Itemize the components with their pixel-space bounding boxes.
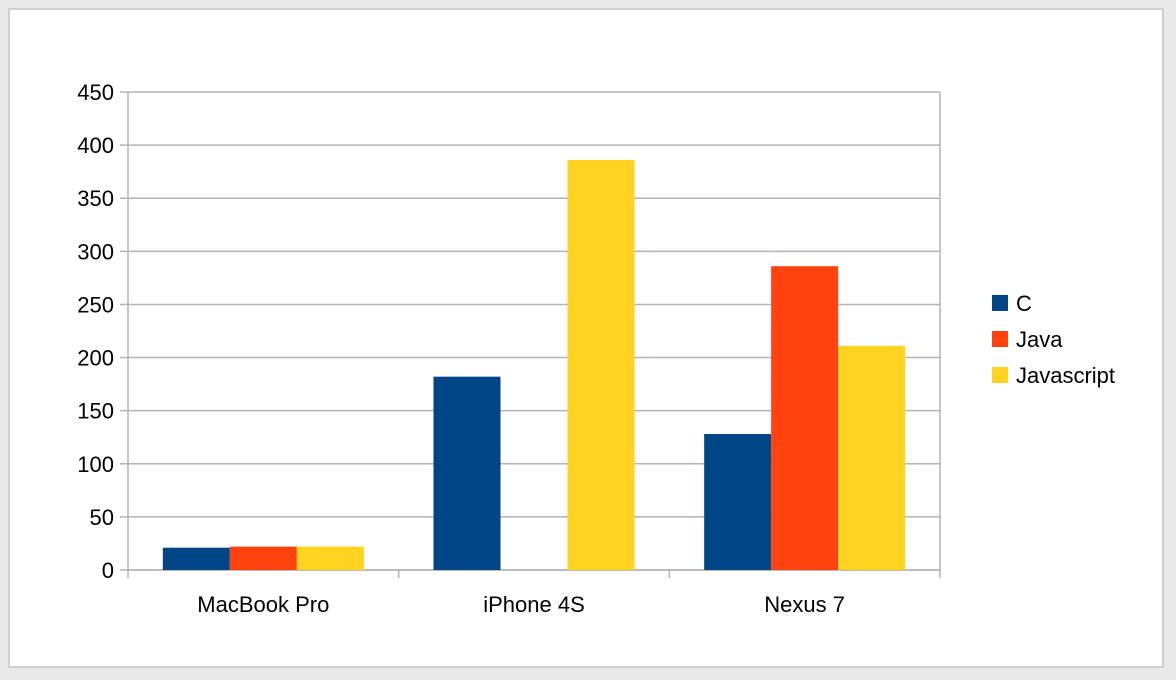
- category-label: Nexus 7: [764, 592, 845, 617]
- legend-swatch-java: [992, 331, 1008, 347]
- legend-swatch-c: [992, 295, 1008, 311]
- y-tick-label: 400: [77, 133, 114, 158]
- legend-label-java: Java: [1016, 327, 1063, 352]
- y-tick-label: 350: [77, 186, 114, 211]
- y-tick-label: 450: [77, 80, 114, 105]
- category-label: iPhone 4S: [483, 592, 585, 617]
- legend-swatch-javascript: [992, 367, 1008, 383]
- bar-c-1: [433, 376, 501, 570]
- bar-java-2: [771, 266, 839, 570]
- y-tick-label: 250: [77, 292, 114, 317]
- bar-chart: 0 50 100 150 200 250 300 350 400 450 MacBook Pro iP…: [77, 80, 1115, 617]
- bar-javascript-2: [838, 345, 906, 570]
- bar-c-0: [162, 547, 230, 570]
- legend-label-c: C: [1016, 291, 1032, 316]
- y-tick-label: 50: [90, 505, 114, 530]
- bar-javascript-1: [567, 159, 635, 570]
- bar-javascript-0: [296, 546, 364, 570]
- chart-frame: 0 50 100 150 200 250 300 350 400 450 MacBook Pro iP…: [8, 8, 1164, 668]
- y-tick-label: 0: [102, 558, 114, 583]
- legend-label-javascript: Javascript: [1016, 363, 1115, 388]
- y-tick-label: 150: [77, 399, 114, 424]
- y-tick-label: 100: [77, 452, 114, 477]
- bar-java-0: [229, 546, 297, 570]
- y-tick-label: 300: [77, 239, 114, 264]
- bar-c-2: [704, 434, 772, 570]
- y-tick-label: 200: [77, 346, 114, 371]
- category-label: MacBook Pro: [197, 592, 329, 617]
